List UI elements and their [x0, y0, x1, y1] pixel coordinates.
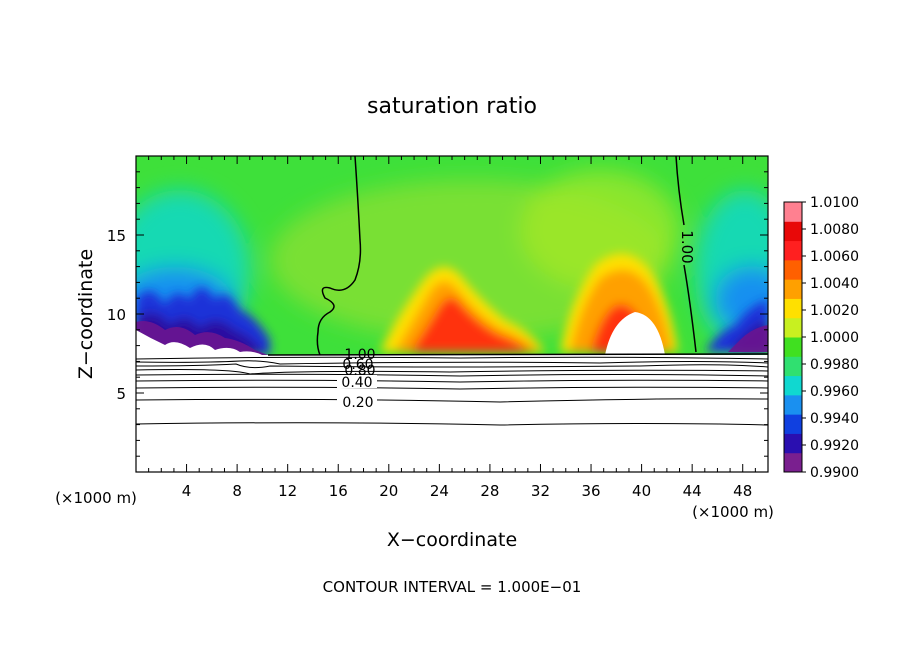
colorbar-label: 0.9920 — [810, 438, 859, 454]
contour-label-0-20: 0.20 — [342, 395, 373, 411]
chart-title: saturation ratio — [367, 94, 537, 119]
unsaturated-patch — [605, 312, 665, 355]
colorbar-label: 0.9940 — [810, 411, 859, 427]
contour-lines — [136, 156, 768, 426]
plot-area: 1.00 1.00 0.60 0.80 0.40 0.20 — [136, 156, 768, 472]
contour-label-left: 1.00 — [344, 347, 375, 363]
colorbar: 1.0100 1.0080 1.0060 1.0040 1.0020 1.0000 0.99… — [783, 195, 859, 481]
colorbar-segment — [784, 298, 802, 319]
contour-line-1-00-left — [316, 156, 362, 356]
colorbar-label: 1.0080 — [810, 222, 859, 238]
y-axis-label: Z−coordinate — [75, 249, 97, 379]
y-axis: 5 10 15 — [107, 171, 768, 457]
y-tick-label: 15 — [107, 227, 126, 245]
colorbar-label: 1.0000 — [810, 330, 859, 346]
colorbar-segment — [784, 317, 802, 338]
contour-line — [136, 386, 768, 390]
x-tick-label: 44 — [683, 482, 702, 500]
colorbar-segment — [784, 202, 802, 222]
y-tick-label: 5 — [116, 385, 126, 403]
colorbar-label: 0.9900 — [810, 465, 859, 481]
x-unit-right: (×1000 m) — [692, 503, 774, 521]
colorbar-segment — [784, 240, 802, 261]
colorbar-segment — [784, 375, 802, 396]
ground-line — [267, 353, 768, 356]
contour-line — [136, 356, 768, 360]
contour-label-right: 1.00 — [678, 230, 696, 263]
colorbar-segment — [784, 279, 802, 299]
contour-line — [136, 369, 768, 375]
colorbar-segment — [784, 337, 802, 357]
colorbar-segment — [784, 452, 802, 473]
x-axis: 4 8 12 16 20 24 28 32 36 40 44 48 — [148, 156, 756, 500]
colorbar-label: 0.9960 — [810, 384, 859, 400]
colorbar-segment — [784, 394, 802, 415]
colorbar-label: 1.0100 — [810, 195, 859, 211]
x-tick-label: 8 — [232, 482, 242, 500]
contour-label-bg-040 — [337, 375, 377, 388]
colorbar-label: 1.0040 — [810, 276, 859, 292]
x-tick-label: 16 — [329, 482, 348, 500]
contour-label-0-60: 0.60 — [342, 357, 373, 373]
x-tick-label: 32 — [531, 482, 550, 500]
x-unit-left: (×1000 m) — [55, 489, 137, 507]
contour-line — [136, 363, 768, 369]
x-tick-label: 28 — [480, 482, 499, 500]
colorbar-segment — [784, 433, 802, 454]
x-tick-label: 40 — [632, 482, 651, 500]
colorbar-segment — [784, 259, 802, 280]
colorbar-segment — [784, 221, 802, 242]
x-tick-label: 20 — [379, 482, 398, 500]
colorbar-label: 0.9980 — [810, 357, 859, 373]
x-tick-label: 24 — [430, 482, 449, 500]
x-tick-label: 48 — [733, 482, 752, 500]
x-tick-label: 36 — [581, 482, 600, 500]
contour-label-bg-020 — [337, 394, 377, 408]
x-axis-label: X−coordinate — [387, 529, 517, 551]
field-fringe-right — [728, 325, 768, 352]
y-tick-label: 10 — [107, 306, 126, 324]
x-tick-label: 12 — [278, 482, 297, 500]
contour-line — [136, 398, 768, 403]
contour-interval-text: CONTOUR INTERVAL = 1.000E−01 — [323, 578, 582, 596]
contour-line — [136, 422, 768, 426]
contour-labels: 1.00 1.00 0.60 0.80 0.40 0.20 — [337, 230, 696, 411]
colorbar-segment — [784, 356, 802, 377]
contour-line — [136, 360, 768, 365]
contour-line — [136, 379, 768, 383]
colorbar-label: 1.0060 — [810, 249, 859, 265]
contour-label-0-40: 0.40 — [341, 375, 372, 391]
contour-line — [136, 373, 768, 377]
x-tick-label: 4 — [182, 482, 192, 500]
contour-line-1-00-right — [675, 156, 697, 353]
colorbar-label: 1.0020 — [810, 303, 859, 319]
colorbar-segment — [784, 414, 802, 434]
